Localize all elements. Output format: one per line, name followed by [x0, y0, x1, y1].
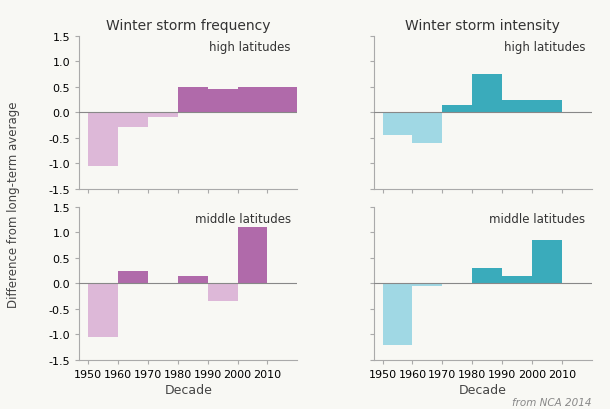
Text: high latitudes: high latitudes	[504, 41, 585, 54]
Text: middle latitudes: middle latitudes	[195, 212, 291, 225]
Bar	[208, 90, 238, 113]
Bar	[208, 284, 238, 301]
Bar	[238, 88, 267, 113]
Title: Winter storm frequency: Winter storm frequency	[106, 19, 271, 33]
Bar	[532, 100, 562, 113]
Title: Winter storm intensity: Winter storm intensity	[405, 19, 560, 33]
Bar	[382, 113, 412, 136]
Bar	[238, 228, 267, 284]
Bar	[178, 276, 208, 284]
X-axis label: Decade: Decade	[164, 383, 212, 396]
Text: high latitudes: high latitudes	[209, 41, 291, 54]
Bar	[472, 268, 502, 284]
Text: middle latitudes: middle latitudes	[489, 212, 585, 225]
Bar	[118, 271, 148, 284]
Text: from NCA 2014: from NCA 2014	[512, 397, 592, 407]
Bar	[412, 113, 442, 144]
Bar	[502, 100, 532, 113]
Bar	[88, 113, 118, 166]
Bar	[148, 113, 178, 118]
Text: Difference from long-term average: Difference from long-term average	[7, 101, 20, 308]
Bar	[502, 276, 532, 284]
Bar	[532, 240, 562, 284]
Bar	[472, 75, 502, 113]
Bar	[412, 284, 442, 286]
Bar	[267, 88, 297, 113]
Bar	[178, 88, 208, 113]
Bar	[382, 284, 412, 345]
X-axis label: Decade: Decade	[459, 383, 507, 396]
Bar	[118, 113, 148, 127]
Bar	[442, 106, 472, 113]
Bar	[88, 284, 118, 337]
